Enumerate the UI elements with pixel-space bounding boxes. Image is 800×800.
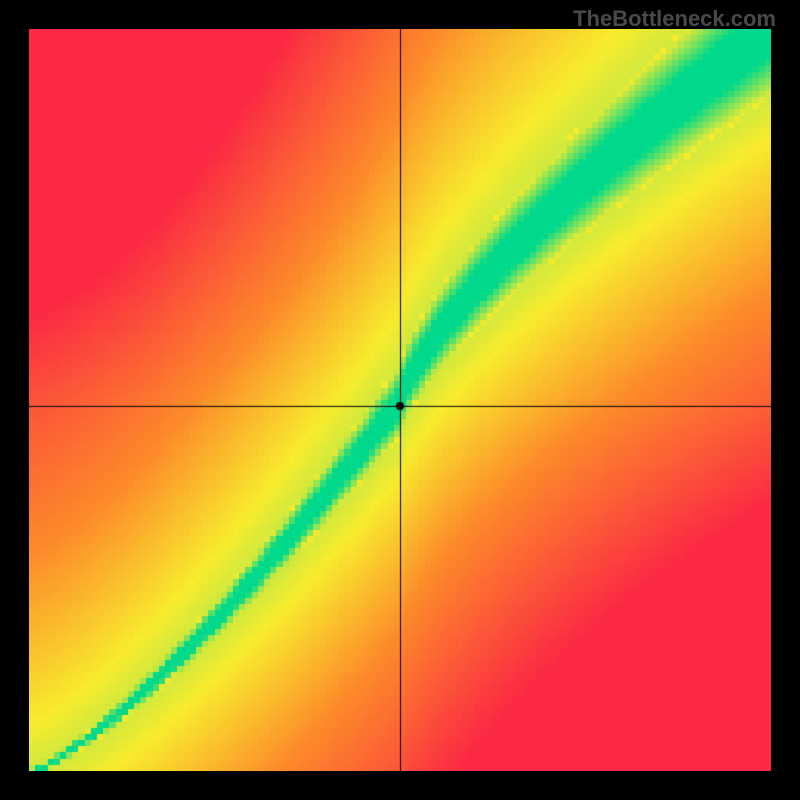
chart-container: TheBottleneck.com <box>0 0 800 800</box>
heatmap-canvas <box>29 29 771 771</box>
heatmap-plot <box>29 29 771 771</box>
watermark-text: TheBottleneck.com <box>573 6 776 32</box>
